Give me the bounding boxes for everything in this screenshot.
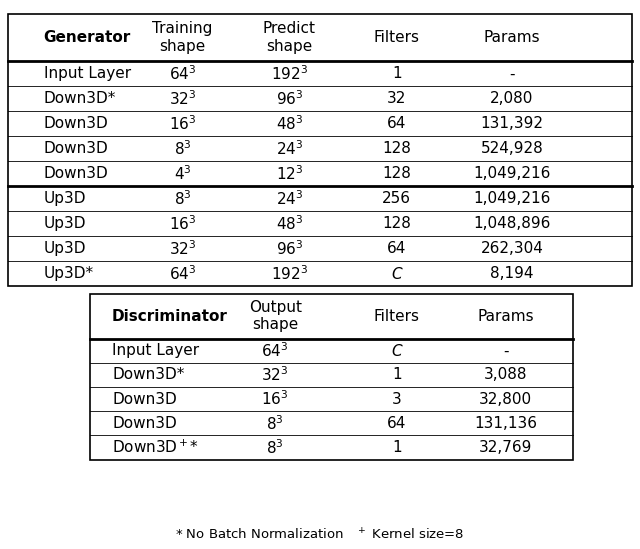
Bar xyxy=(90,294,573,460)
Text: Down3D*: Down3D* xyxy=(112,367,184,383)
Text: 3: 3 xyxy=(392,391,402,407)
Text: 16$^3$: 16$^3$ xyxy=(169,115,196,133)
Text: 128: 128 xyxy=(382,216,412,231)
Text: Down3D: Down3D xyxy=(112,391,177,407)
Text: 4$^3$: 4$^3$ xyxy=(173,165,191,183)
Text: 8$^3$: 8$^3$ xyxy=(173,139,191,158)
Text: Down3D: Down3D xyxy=(44,116,108,131)
Text: 96$^3$: 96$^3$ xyxy=(276,89,303,108)
Text: 64: 64 xyxy=(387,116,406,131)
Text: Up3D: Up3D xyxy=(44,216,86,231)
Text: 64$^3$: 64$^3$ xyxy=(169,265,196,283)
Text: Down3D$^+$*: Down3D$^+$* xyxy=(112,439,199,456)
Text: Up3D: Up3D xyxy=(44,242,86,256)
Text: Discriminator: Discriminator xyxy=(112,309,228,324)
Text: Filters: Filters xyxy=(374,309,420,324)
Text: 32: 32 xyxy=(387,92,406,107)
Text: 8$^3$: 8$^3$ xyxy=(266,438,284,457)
Text: Training
shape: Training shape xyxy=(152,21,212,54)
Text: 1,049,216: 1,049,216 xyxy=(474,192,550,206)
Text: 48$^3$: 48$^3$ xyxy=(276,115,303,133)
Text: 32,800: 32,800 xyxy=(479,391,532,407)
Text: 256: 256 xyxy=(382,192,412,206)
Text: $C$: $C$ xyxy=(390,343,403,359)
Text: 1: 1 xyxy=(392,367,402,383)
Text: 3,088: 3,088 xyxy=(484,367,527,383)
Text: Up3D*: Up3D* xyxy=(44,266,93,281)
Text: 1: 1 xyxy=(392,440,402,455)
Text: 262,304: 262,304 xyxy=(481,242,543,256)
Text: 64: 64 xyxy=(387,416,406,431)
Text: 32$^3$: 32$^3$ xyxy=(169,239,196,258)
Text: 131,392: 131,392 xyxy=(481,116,543,131)
Text: Params: Params xyxy=(477,309,534,324)
Text: 192$^3$: 192$^3$ xyxy=(271,265,308,283)
Text: 8,194: 8,194 xyxy=(490,266,534,281)
Text: 128: 128 xyxy=(382,142,412,156)
Text: 96$^3$: 96$^3$ xyxy=(276,239,303,258)
Text: 131,136: 131,136 xyxy=(474,416,537,431)
Text: 64: 64 xyxy=(387,242,406,256)
Text: Down3D*: Down3D* xyxy=(44,92,116,107)
Text: 32,769: 32,769 xyxy=(479,440,532,455)
Text: 32$^3$: 32$^3$ xyxy=(262,366,289,384)
Text: Predict
shape: Predict shape xyxy=(263,21,316,54)
Bar xyxy=(8,14,632,287)
Text: 8$^3$: 8$^3$ xyxy=(173,189,191,208)
Text: 48$^3$: 48$^3$ xyxy=(276,215,303,233)
Text: Input Layer: Input Layer xyxy=(112,343,199,358)
Text: -: - xyxy=(503,343,508,358)
Text: 64$^3$: 64$^3$ xyxy=(262,341,289,360)
Text: Down3D: Down3D xyxy=(44,142,108,156)
Text: Output
shape: Output shape xyxy=(249,300,301,333)
Text: 524,928: 524,928 xyxy=(481,142,543,156)
Text: 2,080: 2,080 xyxy=(490,92,534,107)
Text: Generator: Generator xyxy=(44,30,131,45)
Text: Filters: Filters xyxy=(374,30,420,45)
Text: 128: 128 xyxy=(382,166,412,181)
Text: 1,048,896: 1,048,896 xyxy=(474,216,550,231)
Text: 24$^3$: 24$^3$ xyxy=(276,189,303,208)
Text: Params: Params xyxy=(484,30,540,45)
Text: 24$^3$: 24$^3$ xyxy=(276,139,303,158)
Text: * No Batch Normalization   $^+$ Kernel size=8: * No Batch Normalization $^+$ Kernel siz… xyxy=(175,528,465,543)
Text: Up3D: Up3D xyxy=(44,192,86,206)
Text: 64$^3$: 64$^3$ xyxy=(169,65,196,83)
Text: 192$^3$: 192$^3$ xyxy=(271,65,308,83)
Text: 1,049,216: 1,049,216 xyxy=(474,166,550,181)
Text: Down3D: Down3D xyxy=(112,416,177,431)
Text: Input Layer: Input Layer xyxy=(44,66,131,81)
Text: -: - xyxy=(509,66,515,81)
Text: 8$^3$: 8$^3$ xyxy=(266,414,284,433)
Text: $C$: $C$ xyxy=(390,266,403,282)
Text: 16$^3$: 16$^3$ xyxy=(169,215,196,233)
Text: 12$^3$: 12$^3$ xyxy=(276,165,303,183)
Text: 16$^3$: 16$^3$ xyxy=(262,390,289,408)
Text: Down3D: Down3D xyxy=(44,166,108,181)
Text: 32$^3$: 32$^3$ xyxy=(169,89,196,108)
Text: 1: 1 xyxy=(392,66,402,81)
